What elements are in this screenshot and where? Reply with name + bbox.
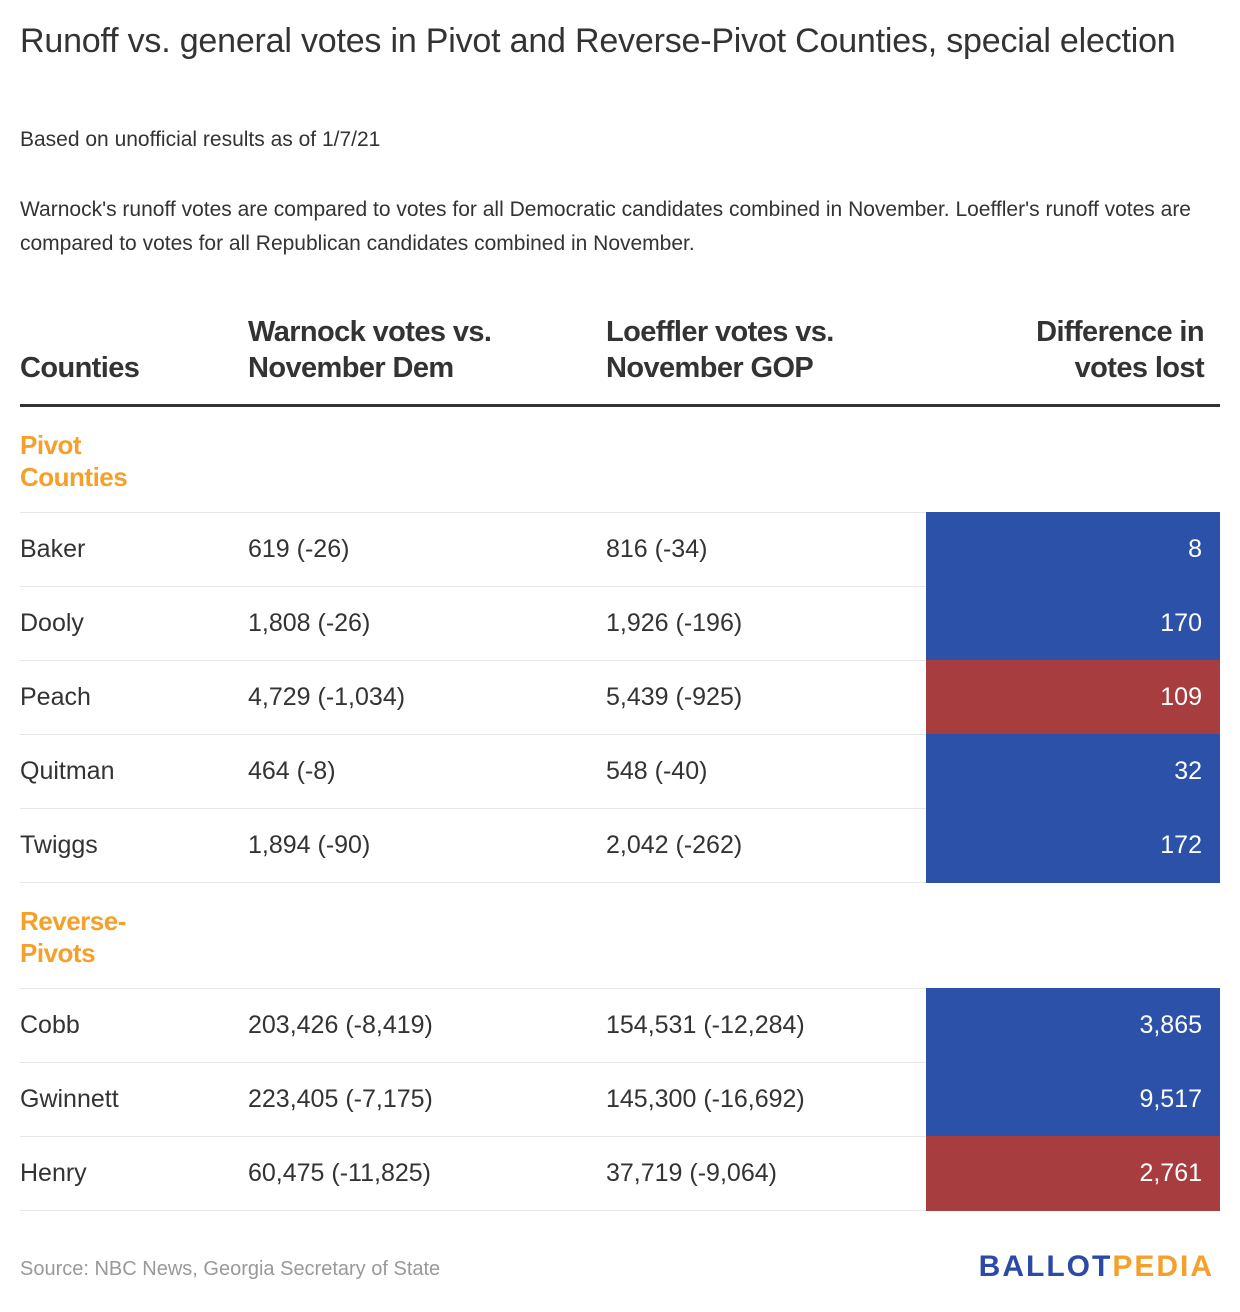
difference-cell: 9,517 [926,1062,1220,1137]
group-label: Reverse-Pivots [20,906,126,968]
loeffler-cell: 37,719 (-9,064) [606,1159,777,1187]
table-header: Counties Warnock votes vs. November Dem … [20,300,1220,407]
loeffler-cell: 5,439 (-925) [606,683,743,711]
results-table: Counties Warnock votes vs. November Dem … [20,300,1220,1211]
table-row: Twiggs 1,894 (-90) 2,042 (-262) 172 [20,808,1220,883]
county-cell: Baker [20,535,86,563]
column-header-counties[interactable]: Counties [20,352,140,384]
county-cell: Twiggs [20,831,98,859]
table-row: Cobb 203,426 (-8,419) 154,531 (-12,284) 3,8… [20,988,1220,1063]
warnock-cell: 619 (-26) [248,535,350,563]
difference-cell: 8 [926,512,1220,587]
chart-title: Runoff vs. general votes in Pivot and Re… [20,22,1176,60]
table-row: Peach 4,729 (-1,034) 5,439 (-925) 109 [20,660,1220,735]
group-label: Pivot Counties [20,430,128,492]
warnock-cell: 60,475 (-11,825) [248,1159,431,1187]
warnock-cell: 1,894 (-90) [248,831,371,859]
chart-description: Warnock's runoff votes are compared to v… [20,198,1191,255]
difference-cell: 109 [926,660,1220,735]
warnock-cell: 223,405 (-7,175) [248,1085,433,1113]
loeffler-cell: 145,300 (-16,692) [606,1085,805,1113]
warnock-cell: 4,729 (-1,034) [248,683,406,711]
difference-cell: 172 [926,808,1220,883]
chart-subtitle: Based on unofficial results as of 1/7/21 [20,128,381,151]
logo-part-1: BALLOT [978,1250,1113,1283]
table-row: Quitman 464 (-8) 548 (-40) 32 [20,734,1220,809]
loeffler-cell: 1,926 (-196) [606,609,743,637]
difference-cell: 3,865 [926,988,1220,1063]
group-header-row: Pivot Counties [20,407,1220,513]
county-cell: Peach [20,683,91,711]
group-header-row: Reverse-Pivots [20,883,1220,989]
difference-cell: 2,761 [926,1136,1220,1211]
warnock-cell: 203,426 (-8,419) [248,1011,433,1039]
warnock-cell: 1,808 (-26) [248,609,371,637]
logo-part-2: PEDIA [1112,1250,1214,1283]
loeffler-cell: 548 (-40) [606,757,708,785]
source-note: Source: NBC News, Georgia Secretary of S… [20,1258,441,1280]
loeffler-cell: 154,531 (-12,284) [606,1011,805,1039]
warnock-cell: 464 (-8) [248,757,336,785]
column-header-loeffler[interactable]: Loeffler votes vs. November GOP [606,316,834,384]
loeffler-cell: 816 (-34) [606,535,708,563]
table-body: Pivot Counties Baker 619 (-26) 816 (-34) 8 Do… [20,407,1220,1211]
county-cell: Dooly [20,609,84,637]
column-header-warnock[interactable]: Warnock votes vs. November Dem [248,316,492,384]
county-cell: Gwinnett [20,1085,119,1113]
difference-cell: 32 [926,734,1220,809]
loeffler-cell: 2,042 (-262) [606,831,743,859]
table-row: Baker 619 (-26) 816 (-34) 8 [20,512,1220,587]
county-cell: Quitman [20,757,115,785]
table-row: Gwinnett 223,405 (-7,175) 145,300 (-16,692… [20,1062,1220,1137]
column-header-difference[interactable]: Difference in votes lost [1036,316,1204,384]
ballotpedia-logo: BALLOTPEDIA [979,1250,1214,1284]
county-cell: Cobb [20,1011,80,1039]
table-row: Dooly 1,808 (-26) 1,926 (-196) 170 [20,586,1220,661]
table-row: Henry 60,475 (-11,825) 37,719 (-9,064) 2,76… [20,1136,1220,1211]
county-cell: Henry [20,1159,87,1187]
difference-cell: 170 [926,586,1220,661]
